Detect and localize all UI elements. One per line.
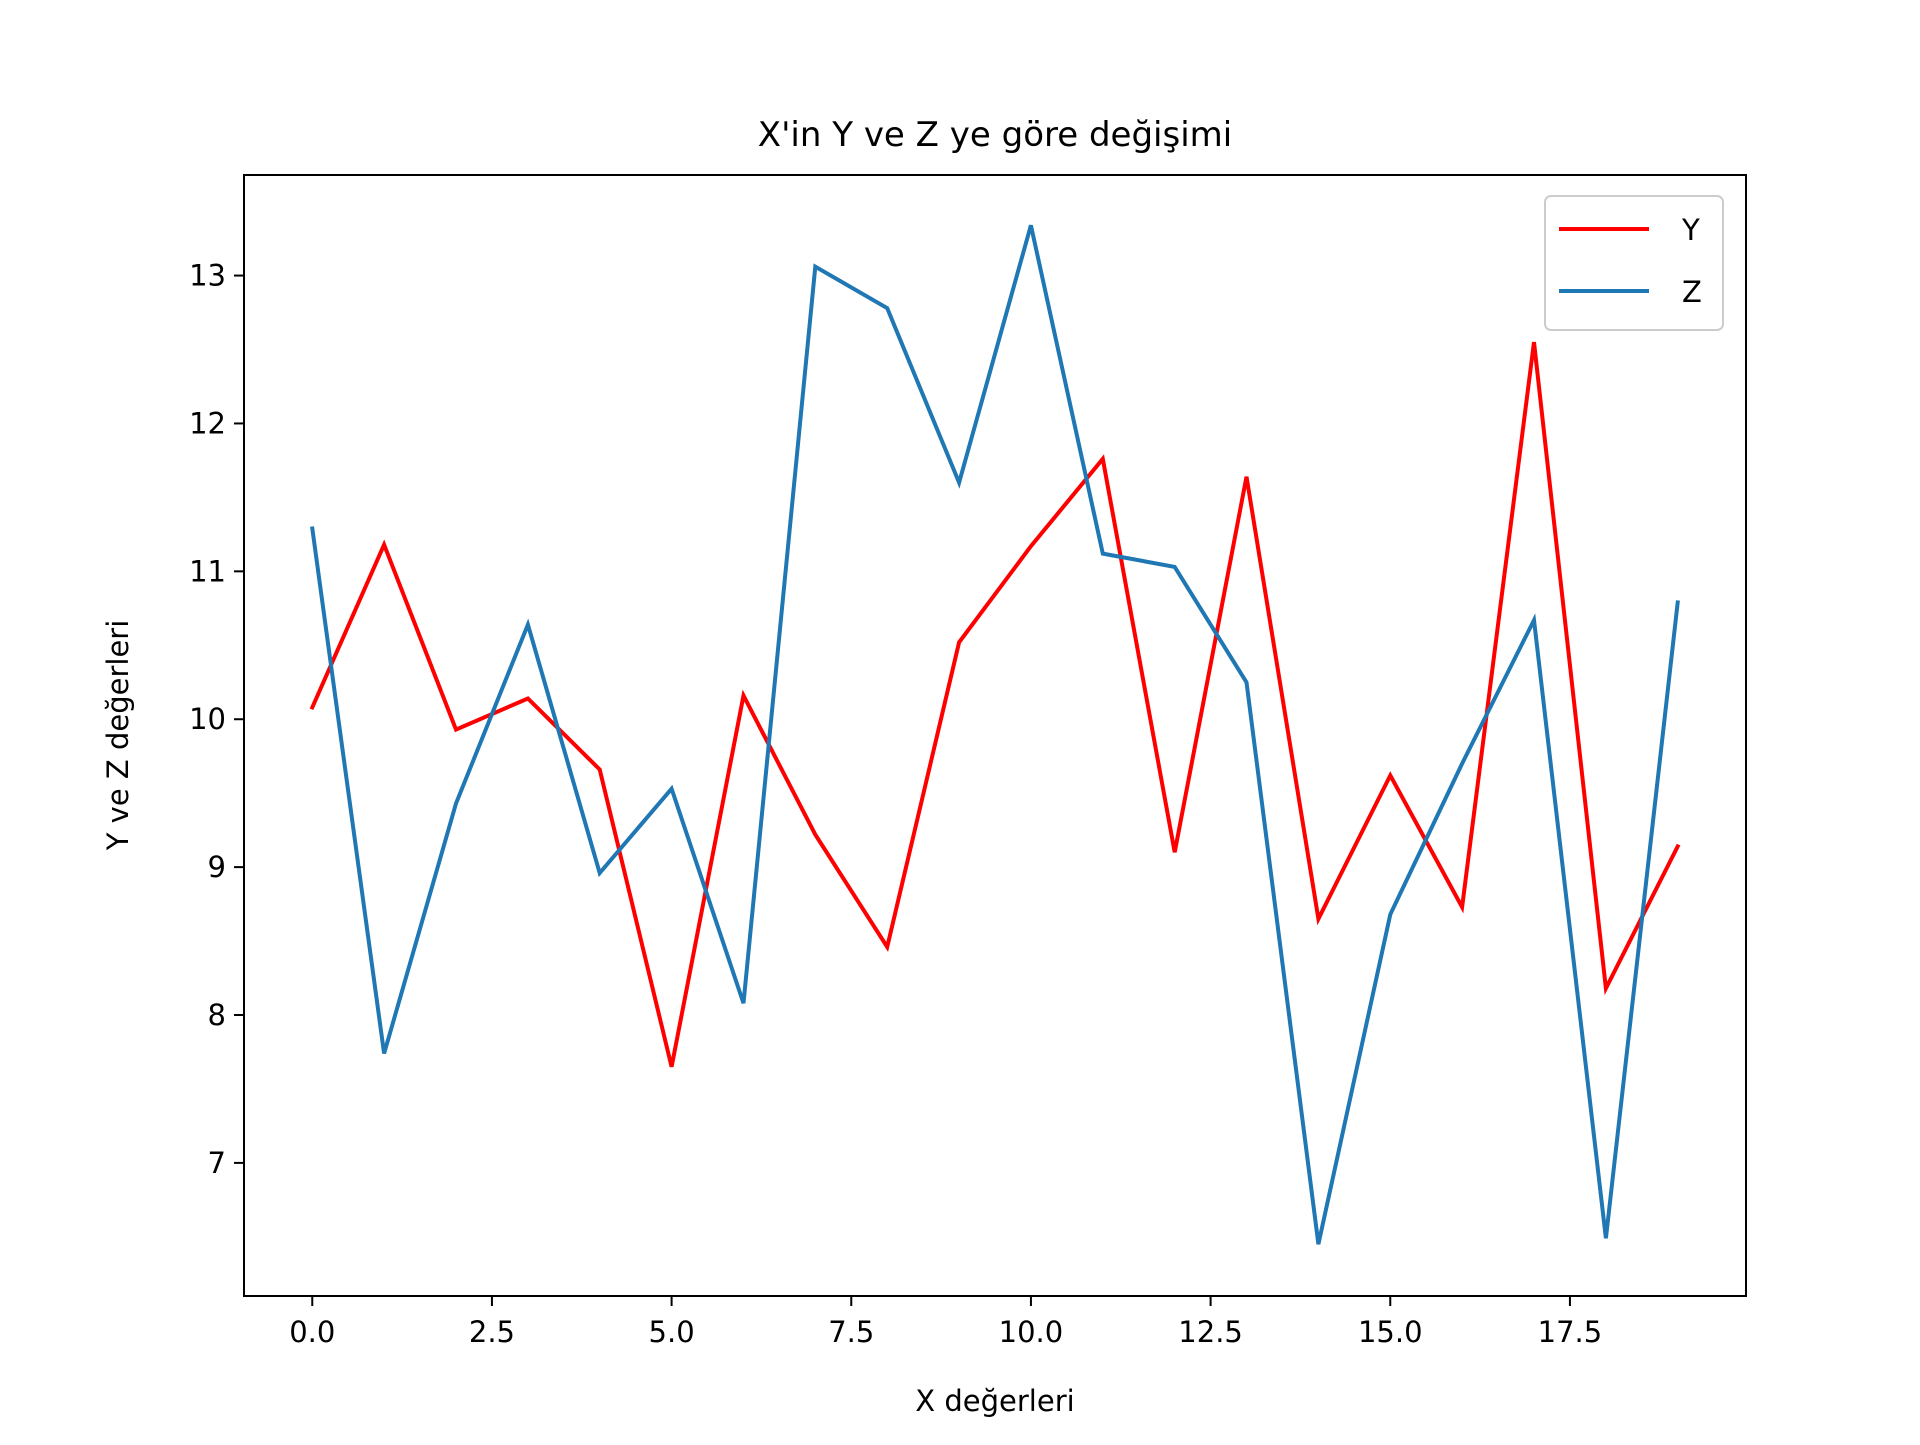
x-axis-label: X değerleri xyxy=(915,1384,1074,1418)
y-tick-label: 11 xyxy=(189,554,226,588)
y-tick-label: 12 xyxy=(189,406,226,440)
x-axis: 0.0 2.5 5.0 7.5 10.0 12.5 15.0 17.5 xyxy=(289,1296,1602,1349)
legend-label-z: Z xyxy=(1682,275,1702,309)
y-axis-label: Y ve Z değerleri xyxy=(101,620,135,852)
legend-label-y: Y xyxy=(1681,213,1700,247)
y-tick-label: 9 xyxy=(208,850,226,884)
x-tick-label: 2.5 xyxy=(469,1315,515,1349)
series-line-y xyxy=(309,341,1681,1068)
plot-area-frame xyxy=(243,174,1747,1297)
series-layer xyxy=(309,224,1681,1245)
y-tick-label: 8 xyxy=(208,998,226,1032)
y-axis: 7 8 9 10 11 12 13 xyxy=(189,259,244,1180)
y-tick-label: 10 xyxy=(189,702,226,736)
x-tick-label: 0.0 xyxy=(289,1315,335,1349)
x-tick-label: 5.0 xyxy=(649,1315,695,1349)
y-tick-label: 13 xyxy=(189,259,226,293)
x-tick-label: 12.5 xyxy=(1178,1315,1243,1349)
x-tick-label: 15.0 xyxy=(1358,1315,1423,1349)
x-tick-label: 7.5 xyxy=(828,1315,874,1349)
series-line-z xyxy=(310,224,1680,1245)
x-tick-label: 10.0 xyxy=(999,1315,1064,1349)
chart-title: X'in Y ve Z ye göre değişimi xyxy=(758,115,1232,155)
y-tick-label: 7 xyxy=(208,1146,226,1180)
legend: Y Z xyxy=(1544,195,1724,331)
x-tick-label: 17.5 xyxy=(1538,1315,1603,1349)
